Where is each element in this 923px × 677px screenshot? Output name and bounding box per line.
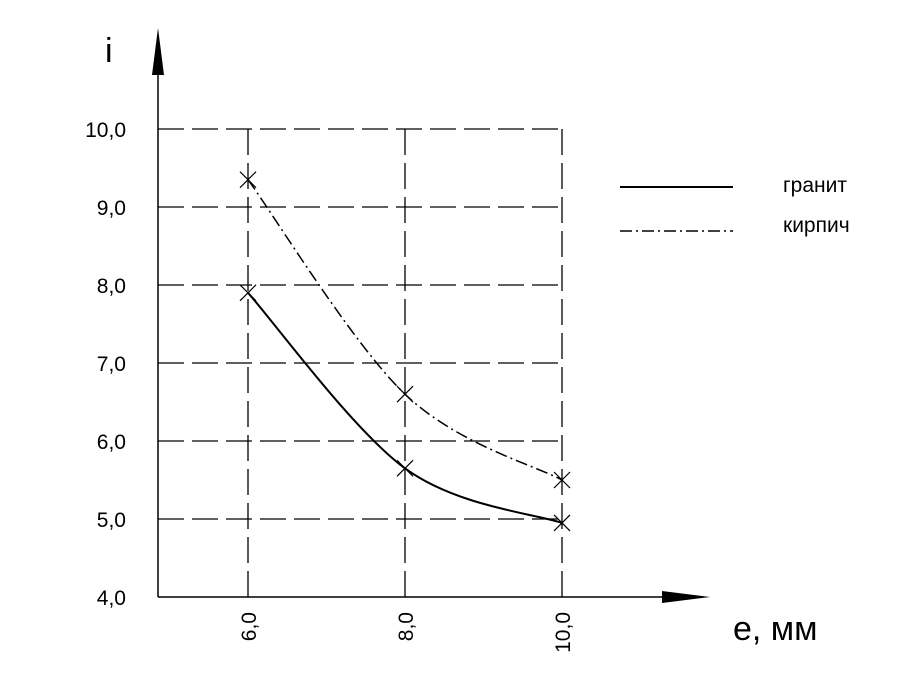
series-line-1 [247, 179, 563, 481]
legend-label-brick: кирпич [783, 214, 850, 237]
x-tick-label: 8,0 [395, 612, 418, 641]
legend: гранит кирпич [620, 174, 850, 237]
y-axis-arrow [152, 28, 164, 75]
y-tick-label: 6,0 [97, 431, 126, 454]
y-tick-label: 8,0 [97, 275, 126, 298]
y-tick-label: 9,0 [97, 197, 126, 220]
y-axis-label: i [105, 32, 113, 70]
series [239, 171, 571, 532]
data-point-marker [553, 471, 571, 489]
data-point-marker [396, 385, 414, 403]
x-tick-label: 6,0 [238, 612, 261, 641]
marker-stroke [396, 385, 414, 403]
grid [158, 128, 563, 597]
x-axis-arrow [662, 591, 710, 603]
data-point-marker [239, 171, 257, 189]
y-tick-label: 7,0 [97, 353, 126, 376]
y-tick-label: 5,0 [97, 509, 126, 532]
marker-stroke [553, 471, 571, 489]
y-tick-label: 10,0 [85, 119, 126, 142]
data-point-marker [396, 459, 414, 477]
data-point-marker [553, 514, 571, 532]
axes [152, 28, 710, 603]
y-tick-label: 4,0 [97, 587, 126, 610]
x-axis-label: e, мм [733, 610, 818, 648]
marker-stroke [239, 284, 257, 302]
marker-stroke [553, 514, 571, 532]
legend-label-granite: гранит [783, 174, 847, 197]
tick-labels: 4,0 5,0 6,0 7,0 8,0 9,0 10,0 6,0 8,0 10,0 [85, 119, 575, 653]
x-tick-label: 10,0 [552, 612, 575, 653]
data-point-marker [239, 284, 257, 302]
marker-stroke [239, 171, 257, 189]
marker-stroke [396, 459, 414, 477]
